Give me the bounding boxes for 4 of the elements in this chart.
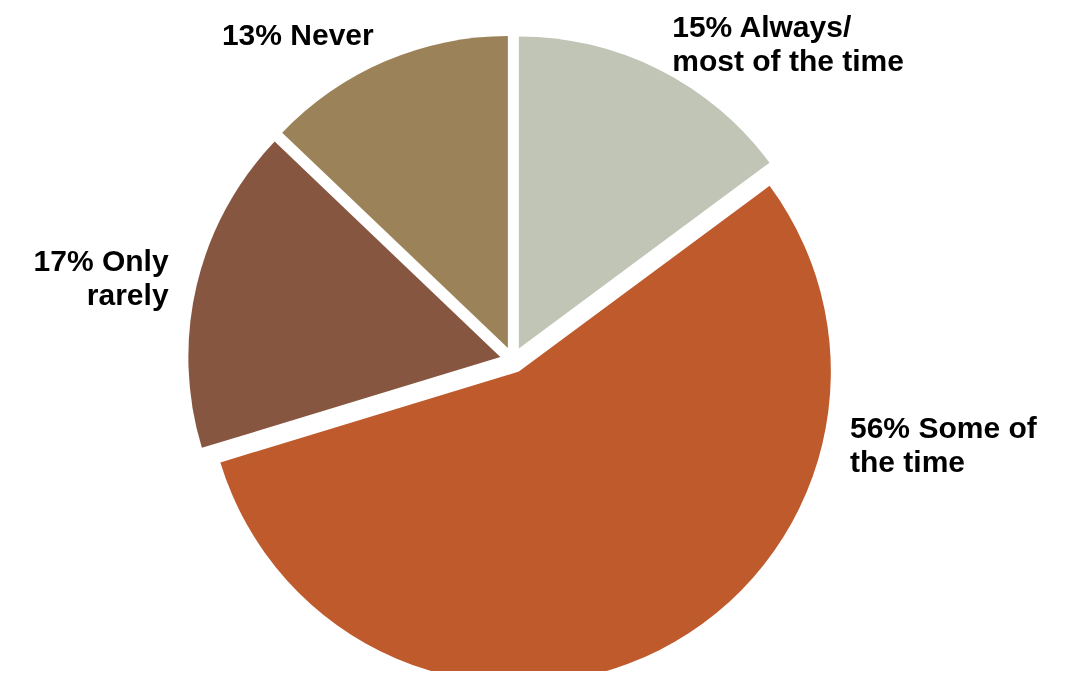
slice-label: 15% Always/ most of the time xyxy=(672,9,904,77)
slice-label: 17% Only rarely xyxy=(33,244,169,312)
slice-label: 13% Never xyxy=(221,17,375,51)
slice-label: 56% Some of the time xyxy=(850,411,1038,478)
